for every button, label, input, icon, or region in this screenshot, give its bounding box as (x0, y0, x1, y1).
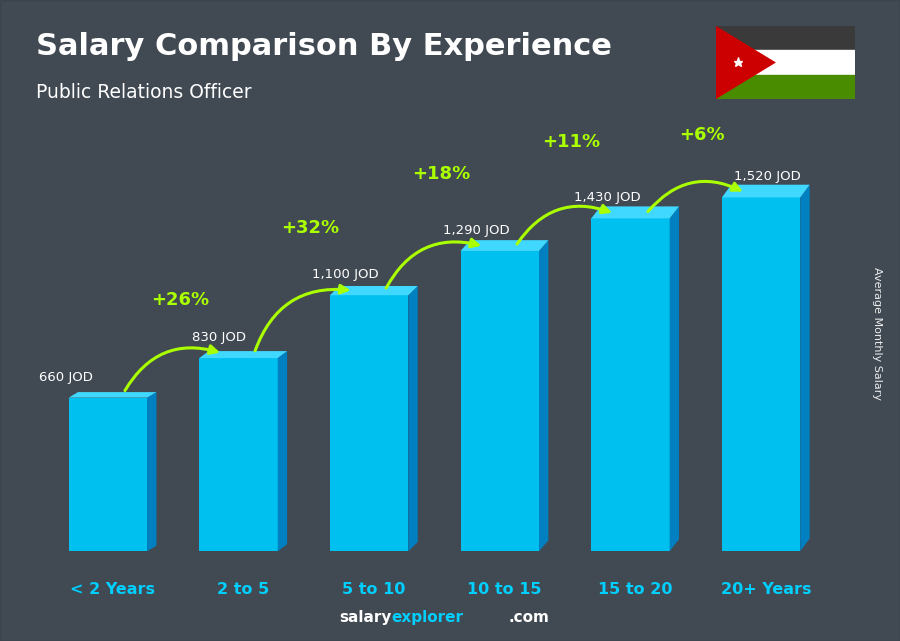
Polygon shape (716, 26, 776, 99)
Text: Salary Comparison By Experience: Salary Comparison By Experience (36, 32, 612, 61)
Text: +6%: +6% (680, 126, 725, 144)
Text: < 2 Years: < 2 Years (70, 581, 155, 597)
Bar (716, 50, 855, 75)
Text: 2 to 5: 2 to 5 (217, 581, 269, 597)
Text: Average Monthly Salary: Average Monthly Salary (872, 267, 883, 400)
Text: 10 to 15: 10 to 15 (467, 581, 542, 597)
Polygon shape (68, 392, 157, 397)
Text: .com: .com (508, 610, 549, 625)
FancyBboxPatch shape (461, 251, 539, 551)
Text: +18%: +18% (412, 165, 470, 183)
FancyBboxPatch shape (68, 397, 147, 551)
Text: 1,430 JOD: 1,430 JOD (573, 192, 640, 204)
Polygon shape (461, 240, 548, 251)
Text: 15 to 20: 15 to 20 (598, 581, 672, 597)
FancyBboxPatch shape (591, 219, 670, 551)
Text: 1,290 JOD: 1,290 JOD (443, 224, 509, 237)
Text: 5 to 10: 5 to 10 (342, 581, 406, 597)
Polygon shape (539, 240, 548, 551)
Text: 660 JOD: 660 JOD (39, 370, 93, 384)
Text: +26%: +26% (150, 291, 209, 309)
Text: +11%: +11% (543, 133, 600, 151)
Polygon shape (199, 351, 287, 358)
Polygon shape (670, 206, 679, 551)
Polygon shape (147, 392, 157, 551)
Bar (716, 26, 855, 50)
Polygon shape (800, 185, 810, 551)
Bar (716, 75, 855, 99)
FancyBboxPatch shape (722, 197, 800, 551)
Text: Public Relations Officer: Public Relations Officer (36, 83, 252, 103)
Polygon shape (591, 206, 679, 219)
Text: +32%: +32% (282, 219, 339, 237)
Text: 20+ Years: 20+ Years (721, 581, 811, 597)
Text: 830 JOD: 830 JOD (192, 331, 246, 344)
Text: explorer: explorer (392, 610, 464, 625)
Polygon shape (409, 286, 418, 551)
Polygon shape (278, 351, 287, 551)
Text: 1,100 JOD: 1,100 JOD (312, 268, 379, 281)
FancyBboxPatch shape (199, 358, 278, 551)
Text: salary: salary (339, 610, 392, 625)
FancyBboxPatch shape (330, 296, 409, 551)
Polygon shape (330, 286, 418, 296)
Text: 1,520 JOD: 1,520 JOD (734, 171, 801, 183)
Polygon shape (722, 185, 810, 197)
